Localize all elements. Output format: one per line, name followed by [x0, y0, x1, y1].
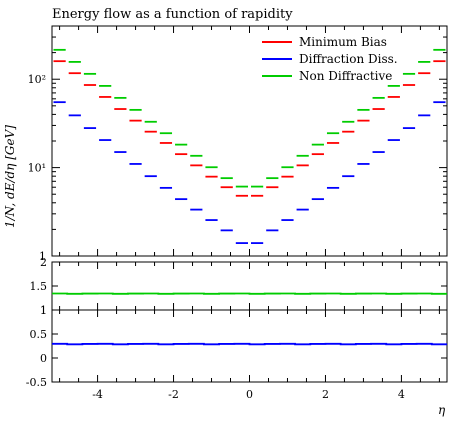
- legend-label-1: Diffraction Diss.: [299, 52, 398, 66]
- ratio-panel-1-frame: [51, 261, 448, 311]
- chart-title: Energy flow as a function of rapidity: [52, 7, 293, 22]
- main-ytick-label-2: 10²: [28, 73, 46, 86]
- y-axis-label: 1/N, dE/dη [GeV]: [3, 125, 17, 228]
- legend-label-0: Minimum Bias: [299, 35, 387, 49]
- main-ytick-label-0: 1: [39, 250, 46, 263]
- ratio2-series-group: [52, 342, 447, 346]
- ratio-2-ytick-label-0: -0.5: [26, 376, 47, 389]
- xtick-label-3: 2: [322, 388, 329, 401]
- ratio-2-ytick-label-2: 0.5: [30, 328, 48, 341]
- x-axis-label: η: [438, 403, 446, 417]
- legend: Minimum Bias Diffraction Diss. Non Diffrac…: [262, 35, 398, 83]
- xtick-label-2: 0: [246, 388, 253, 401]
- main-series-group: [53, 48, 446, 244]
- main-ytick-label-1: 10¹: [28, 162, 46, 175]
- ratio-panel-2-line: [52, 342, 447, 346]
- ratio-panel-2-frame: [51, 309, 448, 383]
- legend-label-2: Non Diffractive: [299, 69, 392, 83]
- xtick-label-0: -4: [92, 388, 103, 401]
- ratio-2-ytick-label-1: 0: [40, 352, 47, 365]
- xtick-label-1: -2: [168, 388, 179, 401]
- xtick-label-4: 4: [398, 388, 405, 401]
- ratio-1-ytick-label-1: 1.5: [30, 280, 48, 293]
- ratio-1-ytick-label-0: 1: [40, 304, 47, 317]
- ratio-1-ytick-label-2: 2: [40, 256, 47, 269]
- ratio-2-ytick-label-3: 1: [40, 304, 47, 317]
